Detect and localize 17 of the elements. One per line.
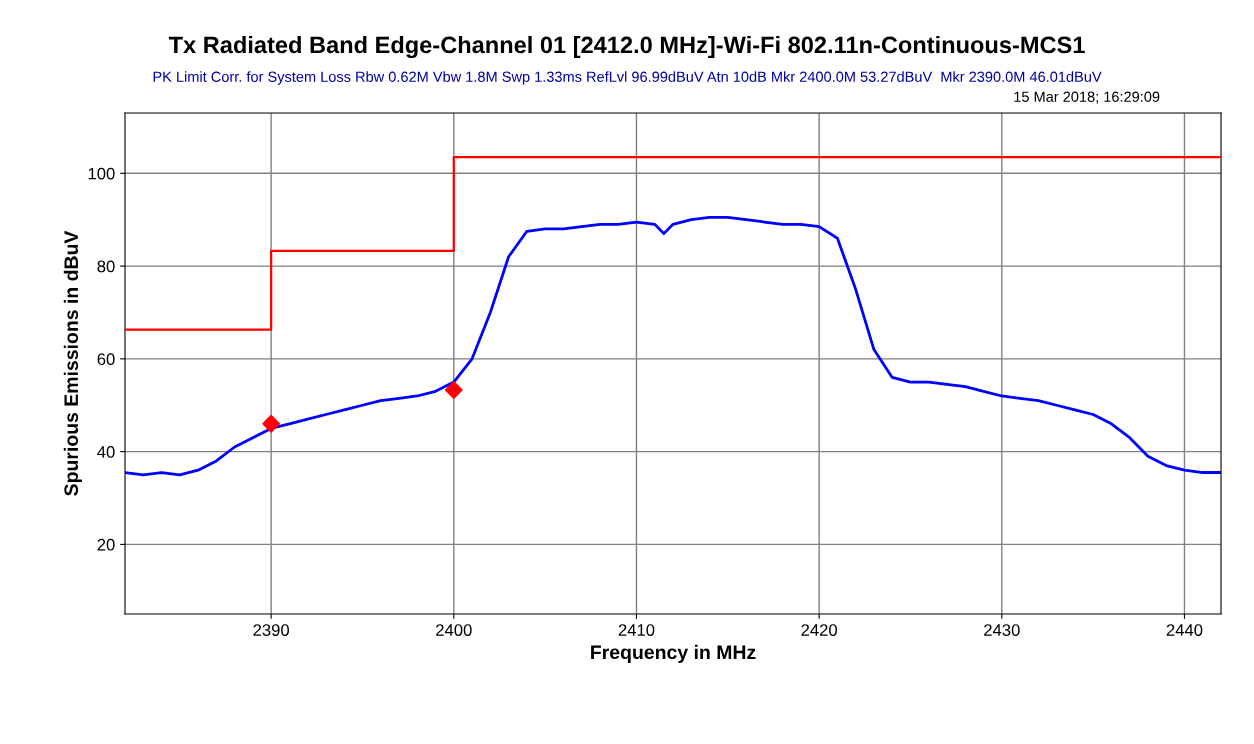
x-tick-label: 2400 xyxy=(436,624,472,636)
x-tick-label: 2430 xyxy=(984,624,1020,636)
y-tick-label: 100 xyxy=(88,167,115,180)
chart-subtitle: PK Limit Corr. for System Loss Rbw 0.62M Vbw 1.8M Swp 1.33ms RefLvl 96.99dBuV Atn 10dB Mkr 2400.0M 53.27dBuV Mkr 2390.0M 46.01dBuV xyxy=(153,71,1102,85)
x-tick-label: 2440 xyxy=(1166,624,1203,636)
y-tick-label: 80 xyxy=(97,260,115,273)
y-axis-title: Spurious Emissions in dBuV xyxy=(63,230,82,496)
y-tick-label: 40 xyxy=(97,446,115,458)
chart-title: Tx Radiated Band Edge-Channel 01 [2412.0 MHz]-Wi-Fi 802.11n-Continuous-MCS1 xyxy=(168,35,1085,59)
line-series xyxy=(125,215,1221,477)
x-tick-label: 2410 xyxy=(618,624,655,636)
text: 15 Mar 2018; 16:29:09 xyxy=(1014,91,1160,104)
x-tick-label: 2390 xyxy=(253,624,290,636)
y-tick-label: 20 xyxy=(97,538,115,551)
y-tick-label: 60 xyxy=(97,353,115,366)
x-tick-label: 2420 xyxy=(801,624,838,636)
x-axis-title: Frequency in MHz xyxy=(591,644,756,663)
